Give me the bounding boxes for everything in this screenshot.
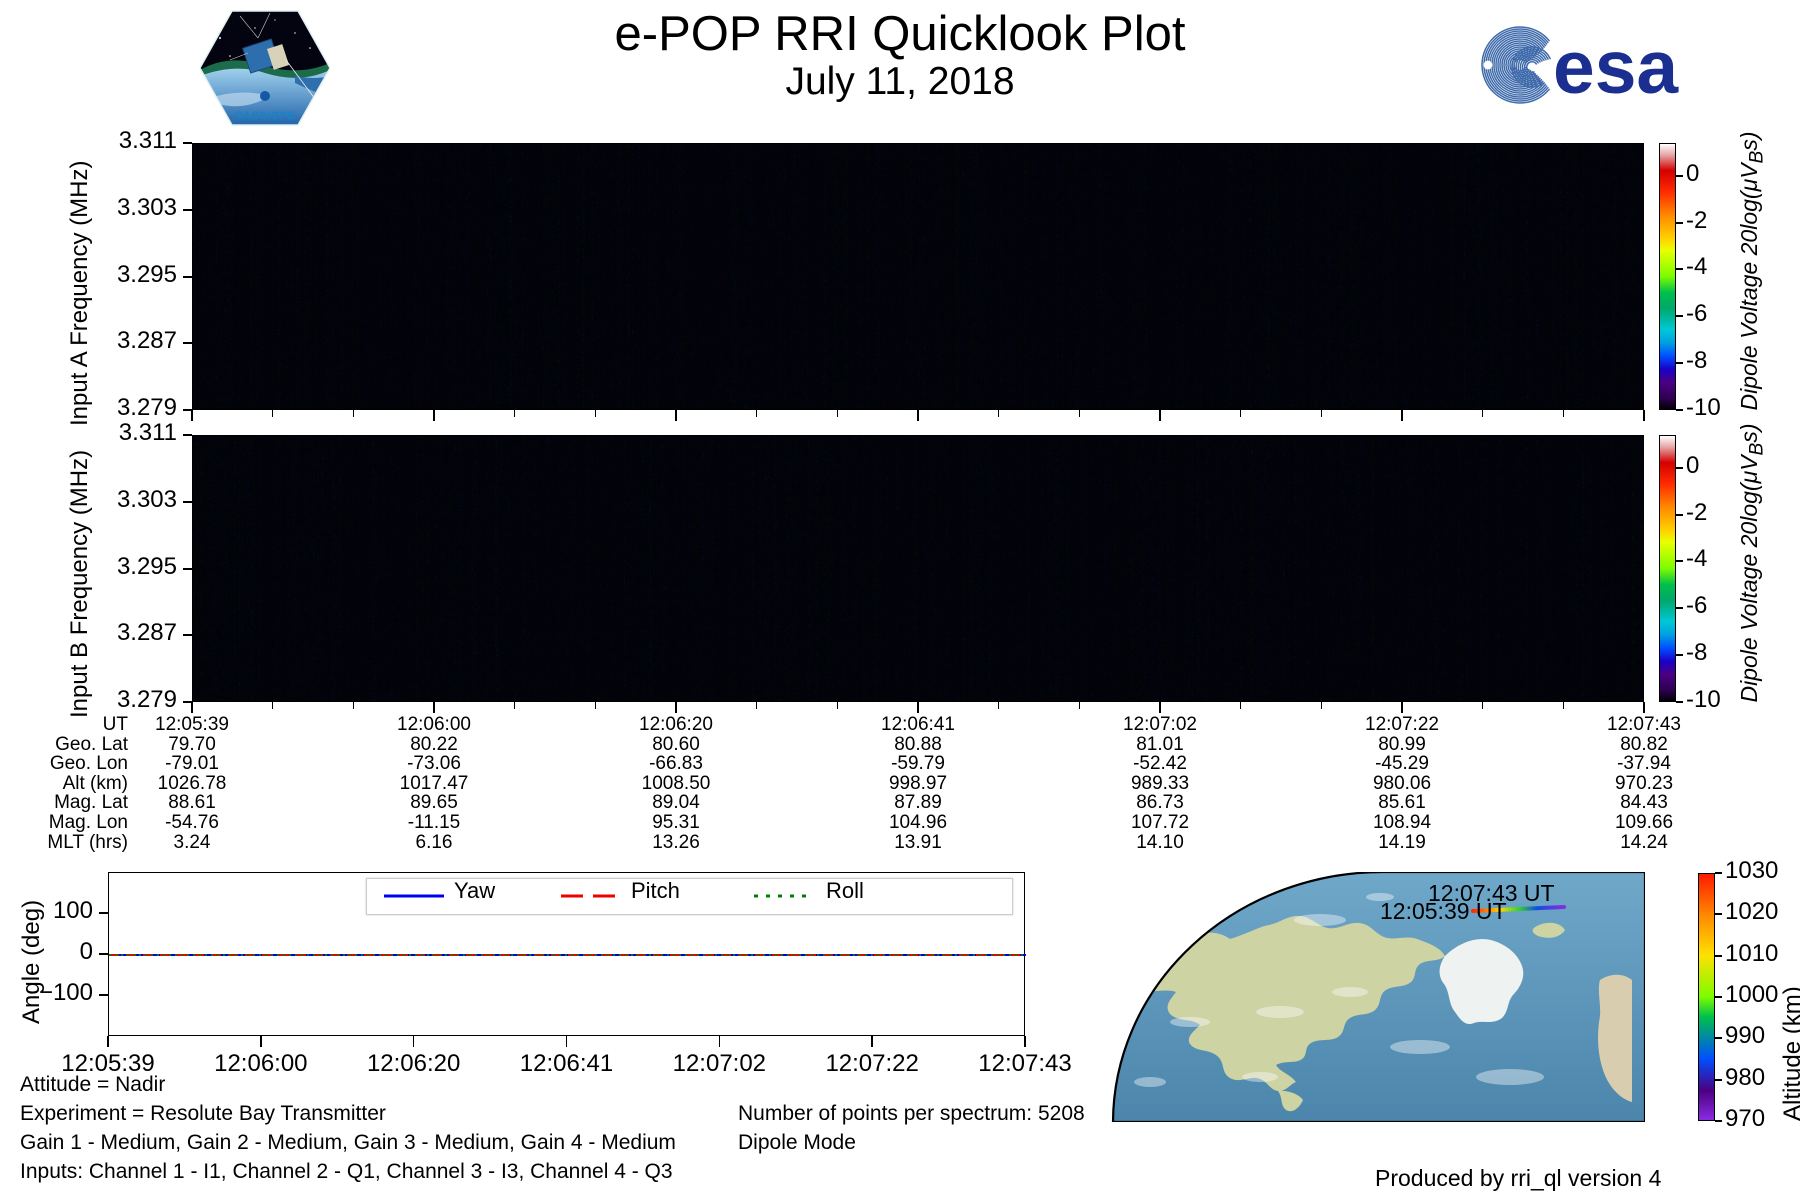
svg-text:esa: esa (1553, 25, 1679, 105)
svg-text:CASSIOPE: CASSIOPE (235, 110, 296, 122)
svg-text:12:05:39 UT: 12:05:39 UT (1380, 898, 1507, 924)
